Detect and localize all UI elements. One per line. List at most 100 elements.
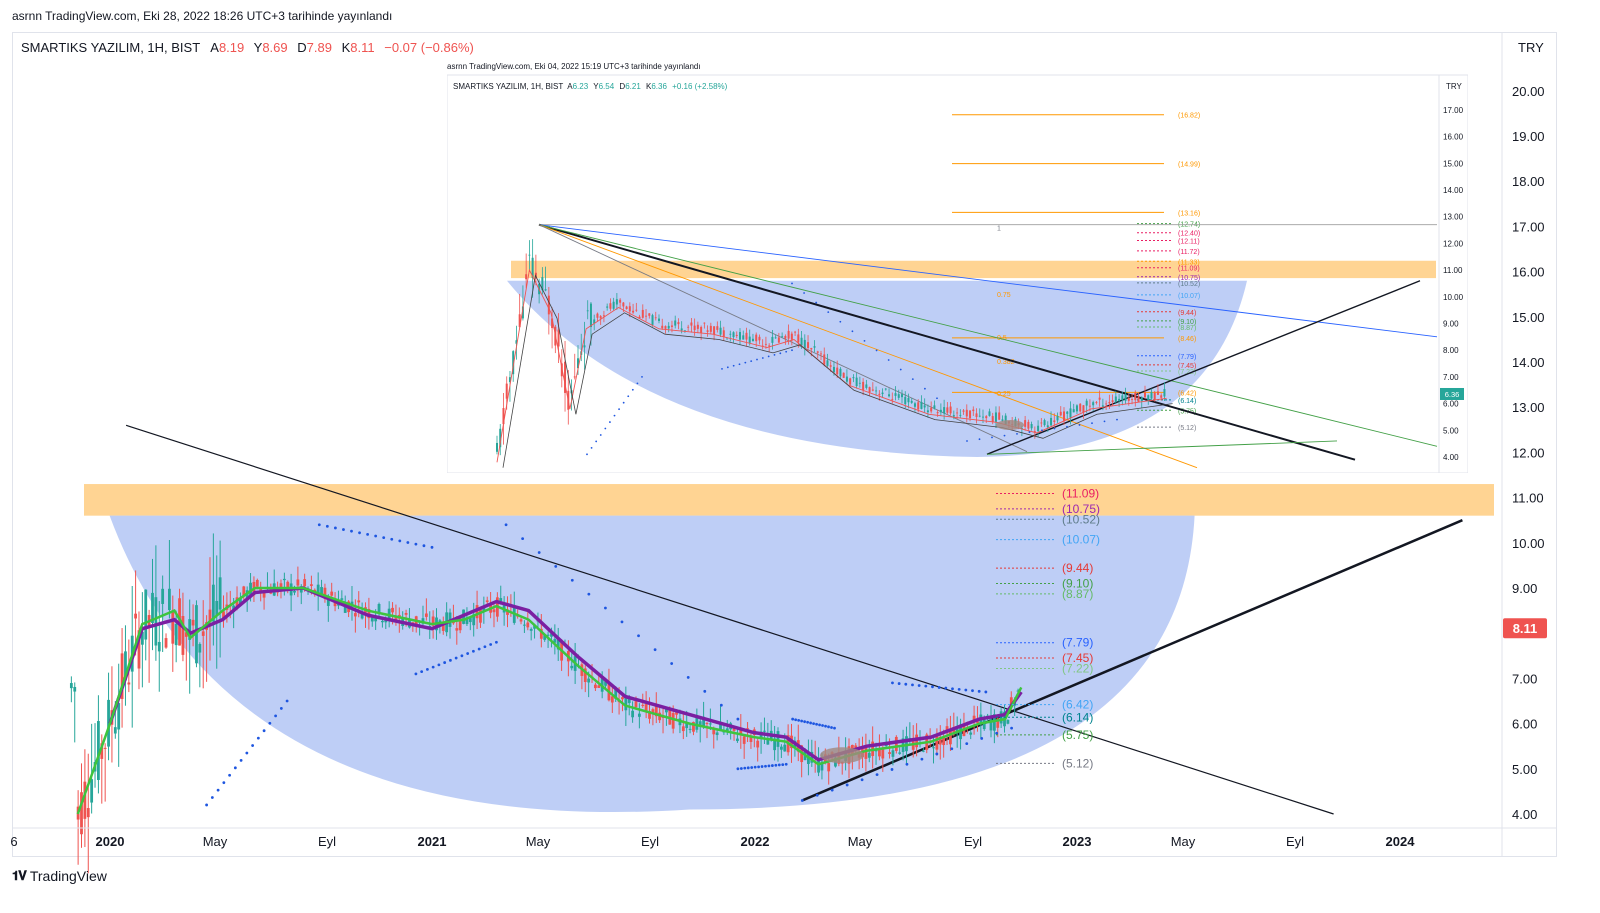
- close-value: 8.11: [350, 40, 375, 55]
- inset-candle-body: [622, 302, 625, 307]
- candle-body: [746, 728, 749, 730]
- inset-y-tick-label: 16.00: [1443, 133, 1464, 142]
- inset-candle-body: [978, 415, 981, 417]
- candle-body: [949, 728, 952, 745]
- inset-candle-body: [670, 325, 673, 327]
- candle-body: [137, 630, 141, 669]
- sar-dot: [431, 665, 435, 669]
- inset-sar-dot: [966, 440, 968, 442]
- inset-candle-body: [1040, 422, 1043, 424]
- x-tick-label: Eyl: [641, 834, 659, 849]
- rounding-bottom-shape: [109, 515, 1195, 813]
- candle-body: [972, 715, 976, 723]
- inset-sar-dot: [1003, 434, 1006, 437]
- candle-body: [756, 740, 760, 748]
- fib-level-label: (8.87): [1062, 587, 1093, 601]
- sar-dot: [830, 788, 834, 792]
- inset-sar-dot: [785, 350, 788, 353]
- inset-candle-body: [589, 303, 592, 328]
- inset-candle-body: [745, 332, 748, 340]
- sar-dot: [350, 529, 353, 533]
- inset-sar-dot: [815, 301, 818, 304]
- candle-body: [637, 713, 641, 717]
- sar-dot: [382, 536, 386, 540]
- sar-dot: [791, 717, 795, 721]
- candle-body: [627, 697, 631, 704]
- candle-body: [827, 763, 831, 772]
- candle-body: [218, 577, 222, 610]
- inset-publish-line: asrnn TradingView.com, Eki 04, 2022 15:1…: [447, 62, 701, 71]
- inset-sar-dot: [899, 368, 902, 371]
- candle-body: [681, 726, 685, 732]
- sar-dot: [824, 724, 827, 728]
- footer-brand-text: TradingView: [29, 868, 107, 884]
- candle-body: [198, 644, 202, 653]
- inset-candle-body: [998, 412, 1001, 420]
- candle-body: [353, 613, 357, 617]
- inset-fib-label: (7.22): [1178, 369, 1196, 376]
- sar-dot: [920, 757, 924, 761]
- candle-body: [932, 747, 935, 749]
- sar-dot: [317, 523, 321, 527]
- inset-candle-body: [593, 319, 596, 324]
- inset-symbol-name: SMARTIKS YAZILIM, 1H, BIST: [453, 82, 564, 91]
- candle-body: [377, 603, 381, 613]
- footer-brand[interactable]: 𝟏𝐕 TradingView: [12, 868, 107, 884]
- inset-y-tick-label: 8.00: [1443, 346, 1459, 355]
- close-label: K: [341, 40, 351, 55]
- sar-dot: [965, 742, 969, 746]
- candle-body: [168, 588, 171, 611]
- inset-y-tick-label: 13.00: [1443, 213, 1464, 222]
- candle-body: [431, 616, 435, 626]
- inset-sar-dot: [761, 357, 764, 359]
- candle-body: [610, 696, 614, 703]
- inset-candle-body: [868, 387, 871, 393]
- inset-candle-body: [709, 325, 712, 332]
- inset-candle-body: [1105, 403, 1108, 405]
- inset-candle-body: [729, 333, 732, 335]
- inset-candle-body: [1050, 417, 1053, 426]
- inset-candle-body: [502, 408, 505, 425]
- sar-dot: [719, 703, 723, 707]
- high-label: Y: [253, 40, 263, 55]
- inset-sar-dot: [738, 363, 741, 366]
- inset-candle-body: [518, 314, 521, 327]
- sar-dot: [753, 765, 757, 769]
- candle-body: [935, 736, 939, 750]
- inset-candle-body: [547, 295, 550, 315]
- inset-sar-dot: [641, 376, 643, 378]
- chart-frame[interactable]: [12, 32, 1557, 857]
- inset-sar-dot: [791, 282, 793, 285]
- inset-chart: (16.82) (14.99) (13.16) (12.74) (12.40)(12.1…: [447, 74, 1468, 473]
- inset-sar-dot: [613, 414, 616, 417]
- candle-body: [736, 738, 739, 742]
- sar-dot: [426, 667, 429, 671]
- inset-candle-body: [564, 361, 567, 393]
- inset-candle-body: [858, 382, 861, 384]
- inset-fib-label: (14.99): [1178, 162, 1200, 169]
- candle-body: [171, 611, 175, 644]
- inset-y-tick-label: 17.00: [1443, 106, 1464, 115]
- inset-sar-dot: [732, 364, 735, 367]
- y-tick-label: 13.00: [1512, 400, 1545, 415]
- inset-sar-dot: [851, 330, 854, 333]
- inset-fib-label: (5.12): [1178, 425, 1196, 432]
- inset-candle-body: [901, 394, 903, 398]
- candle-body: [184, 632, 188, 637]
- y-tick-label: 11.00: [1512, 491, 1544, 506]
- inset-candle-body: [1033, 431, 1036, 432]
- inset-candle-body: [956, 412, 959, 414]
- inset-candle-body: [777, 337, 780, 343]
- sar-dot: [833, 726, 836, 730]
- inset-fib-label: (9.10): [1178, 319, 1196, 326]
- candle-body: [421, 618, 425, 624]
- candle-body: [215, 600, 219, 616]
- candle-body: [103, 747, 107, 749]
- inset-candle-body: [525, 274, 528, 280]
- sar-dot: [860, 778, 864, 782]
- inset-candle-body: [1053, 420, 1056, 422]
- x-tick-label: 2022: [741, 834, 770, 849]
- sar-dot: [815, 722, 818, 726]
- inset-candle-body: [813, 346, 816, 348]
